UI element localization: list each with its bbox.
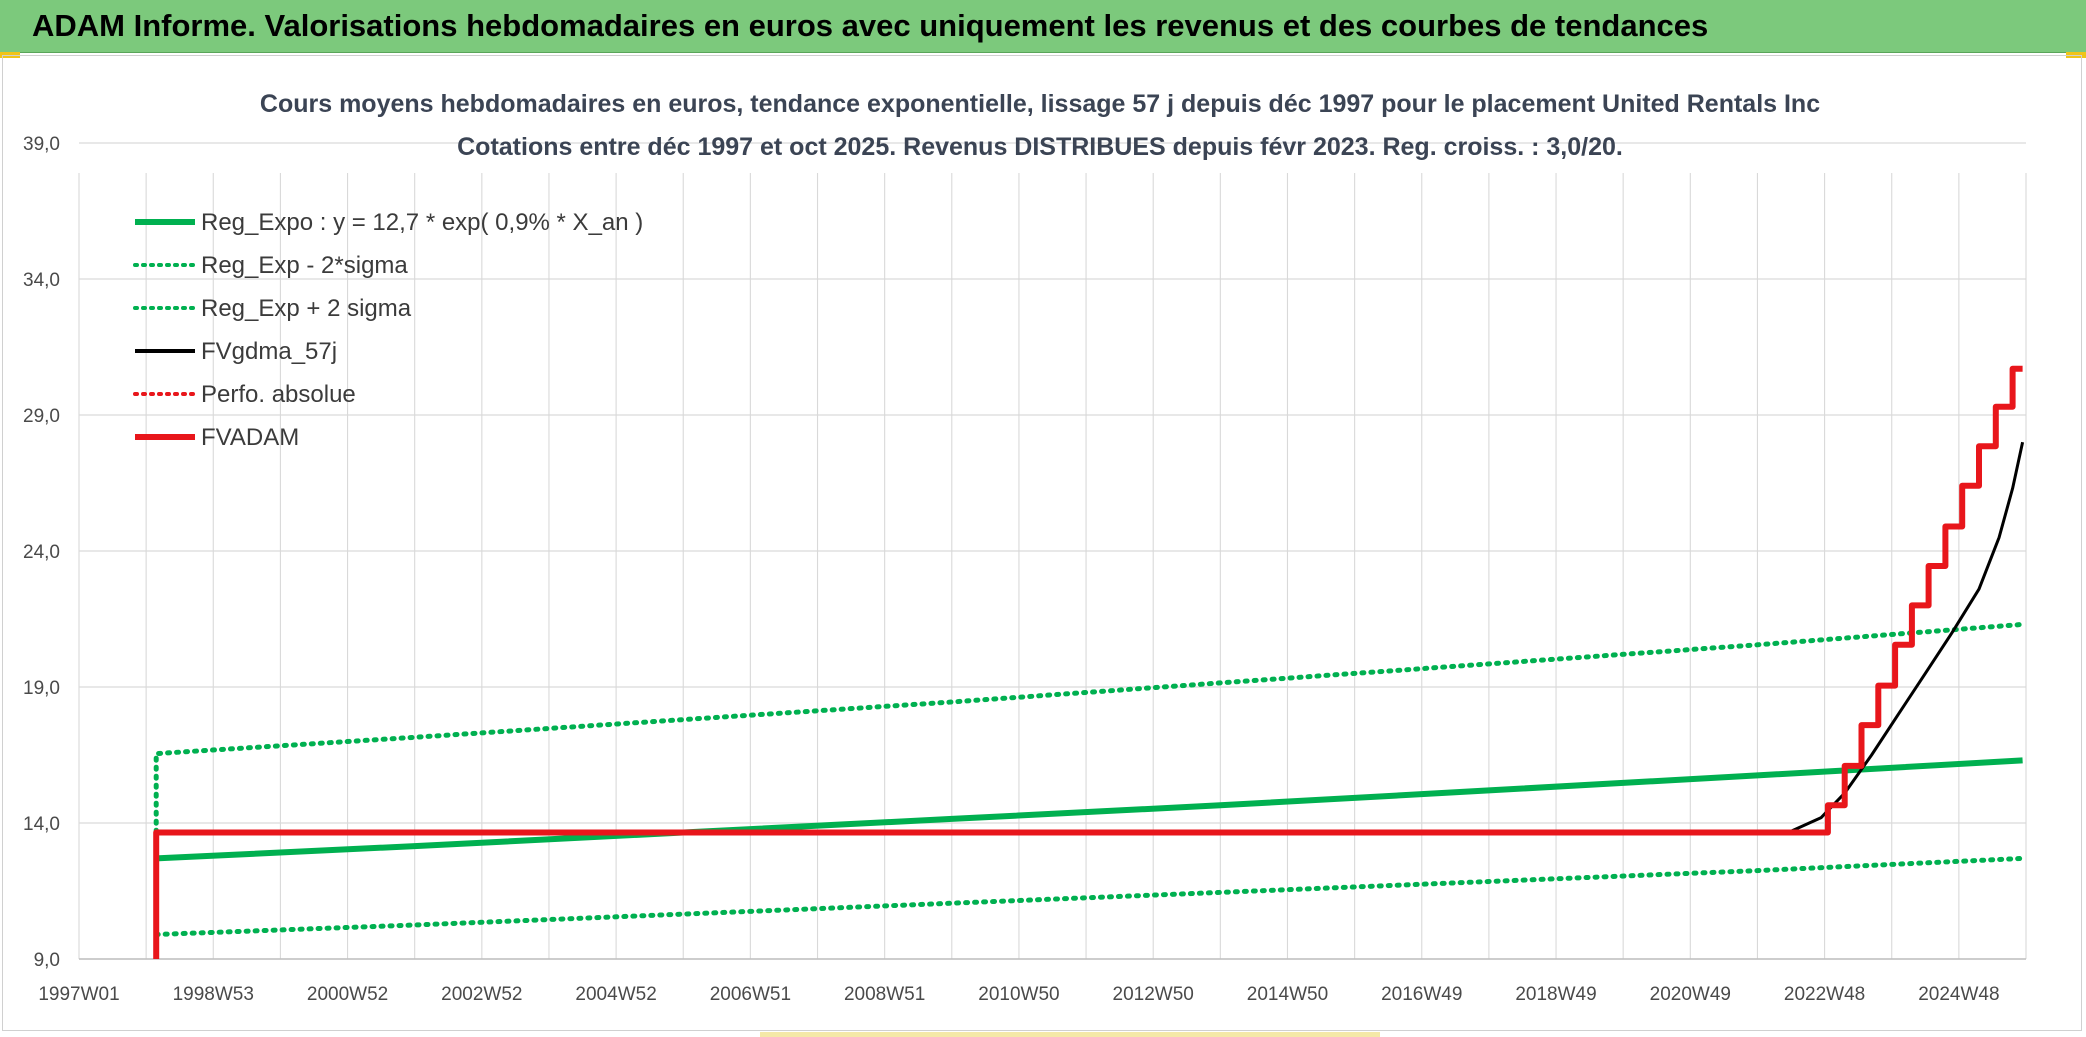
chart-grid xyxy=(78,142,2027,960)
x-tick-label: 2002W52 xyxy=(441,984,522,1005)
x-tick-label: 2004W52 xyxy=(575,984,656,1005)
y-tick-label: 9,0 xyxy=(34,950,60,971)
x-tick-label: 1998W53 xyxy=(173,984,254,1005)
x-tick-label: 2008W51 xyxy=(844,984,925,1005)
x-tick-label: 2020W49 xyxy=(1650,984,1731,1005)
legend-label: Reg_Exp + 2 sigma xyxy=(201,295,412,322)
bottom-accent-bar xyxy=(760,1032,1380,1037)
chart-frame xyxy=(2,55,2082,1031)
x-tick-label: 1997W01 xyxy=(38,984,119,1005)
series-line-2 xyxy=(153,621,2026,853)
chart-series xyxy=(153,365,2026,959)
chart-legend: Reg_Expo : y = 12,7 * exp( 0,9% * X_an )… xyxy=(133,209,643,451)
y-axis-ticks: 9,0 14,0 19,0 24,0 29,0 34,0 39,0 xyxy=(23,134,60,971)
series-line-5 xyxy=(153,365,2023,959)
legend-label: Reg_Exp - 2*sigma xyxy=(201,252,408,279)
x-tick-label: 2010W50 xyxy=(978,984,1059,1005)
y-tick-label: 14,0 xyxy=(23,814,60,835)
x-tick-label: 2014W50 xyxy=(1247,984,1328,1005)
legend-label: Reg_Expo : y = 12,7 * exp( 0,9% * X_an ) xyxy=(201,209,643,236)
y-tick-label: 29,0 xyxy=(23,406,60,427)
report-title: ADAM Informe. Valorisations hebdomadaire… xyxy=(32,8,1709,43)
series-line-1 xyxy=(153,855,2026,937)
x-tick-label: 2018W49 xyxy=(1515,984,1596,1005)
legend-label: FVADAM xyxy=(201,424,299,451)
legend-label: Perfo. absolue xyxy=(201,381,356,408)
y-tick-label: 19,0 xyxy=(23,678,60,699)
x-tick-label: 2022W48 xyxy=(1784,984,1865,1005)
series-line-0 xyxy=(156,757,2023,862)
chart-title: Cours moyens hebdomadaires en euros, ten… xyxy=(260,90,1820,118)
x-tick-label: 2024W48 xyxy=(1918,984,1999,1005)
x-tick-label: 2012W50 xyxy=(1113,984,1194,1005)
x-tick-label: 2016W49 xyxy=(1381,984,1462,1005)
y-tick-label: 24,0 xyxy=(23,542,60,563)
x-axis-ticks: 1997W01 1998W53 2000W52 2002W52 2004W52 2006W… xyxy=(38,984,1999,1005)
y-tick-label: 34,0 xyxy=(23,270,60,291)
y-tick-label: 39,0 xyxy=(23,134,60,155)
x-tick-label: 2000W52 xyxy=(307,984,388,1005)
chart-subtitle: Cotations entre déc 1997 et oct 2025. Re… xyxy=(457,133,1623,161)
report-banner: ADAM Informe. Valorisations hebdomadaire… xyxy=(0,0,2086,53)
x-tick-label: 2006W51 xyxy=(710,984,791,1005)
legend-label: FVgdma_57j xyxy=(201,338,337,365)
